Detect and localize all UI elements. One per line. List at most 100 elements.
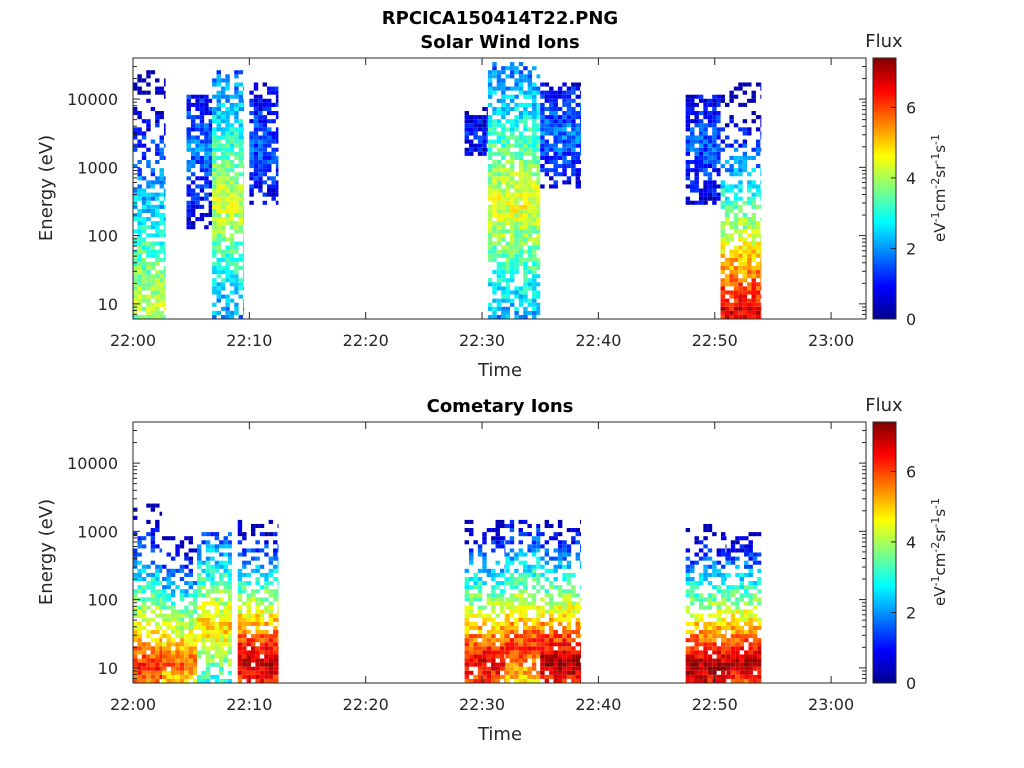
heatmap-cell bbox=[544, 650, 550, 655]
heatmap-cell bbox=[250, 532, 256, 537]
heatmap-cell bbox=[205, 617, 211, 622]
heatmap-cell bbox=[199, 184, 205, 189]
heatmap-cell bbox=[166, 621, 171, 626]
heatmap-cell bbox=[748, 674, 753, 679]
heatmap-cell bbox=[268, 617, 274, 622]
heatmap-cell bbox=[707, 564, 713, 569]
heatmap-cell bbox=[155, 143, 160, 148]
heatmap-cell bbox=[141, 654, 147, 659]
heatmap-cell bbox=[505, 172, 510, 177]
heatmap-cell bbox=[509, 221, 515, 226]
heatmap-cell bbox=[514, 585, 519, 590]
heatmap-cell bbox=[694, 123, 699, 128]
heatmap-cell bbox=[186, 225, 191, 230]
heatmap-cell bbox=[195, 115, 200, 120]
heatmap-cell bbox=[184, 642, 189, 647]
heatmap-cell bbox=[509, 192, 515, 197]
heatmap-cell bbox=[216, 298, 221, 303]
heatmap-cell bbox=[514, 212, 519, 218]
heatmap-cell bbox=[170, 617, 176, 622]
heatmap-cell bbox=[557, 151, 563, 156]
heatmap-cell bbox=[694, 164, 699, 169]
heatmap-cell bbox=[501, 78, 506, 83]
heatmap-cell bbox=[195, 176, 200, 181]
heatmap-cell bbox=[137, 286, 142, 291]
heatmap-cell bbox=[495, 666, 500, 671]
heatmap-cell bbox=[220, 257, 226, 262]
heatmap-cell bbox=[509, 621, 515, 626]
heatmap-cell bbox=[487, 188, 493, 193]
heatmap-cell bbox=[199, 212, 205, 218]
heatmap-cell bbox=[150, 212, 156, 218]
heatmap-cell bbox=[179, 629, 185, 635]
heatmap-cell bbox=[237, 605, 243, 610]
heatmap-cell bbox=[268, 646, 274, 651]
heatmap-cell bbox=[557, 605, 563, 610]
heatmap-cell bbox=[518, 237, 524, 242]
heatmap-cell bbox=[735, 617, 740, 622]
heatmap-cell bbox=[159, 314, 164, 319]
heatmap-cell bbox=[277, 613, 279, 618]
heatmap-cell bbox=[685, 646, 691, 651]
heatmap-cell bbox=[193, 617, 197, 622]
heatmap-cell bbox=[748, 552, 753, 557]
heatmap-cell bbox=[496, 253, 502, 258]
heatmap-cell bbox=[159, 564, 163, 569]
heatmap-cell bbox=[496, 106, 502, 112]
heatmap-cell bbox=[536, 634, 541, 639]
heatmap-cell bbox=[694, 94, 699, 99]
heatmap-cell bbox=[162, 642, 167, 647]
heatmap-cell bbox=[464, 617, 470, 622]
heatmap-cell bbox=[150, 650, 156, 655]
heatmap-cell bbox=[234, 302, 239, 307]
heatmap-cell bbox=[726, 658, 731, 663]
heatmap-cell bbox=[532, 94, 537, 99]
heatmap-cell bbox=[268, 658, 274, 663]
heatmap-cell bbox=[277, 564, 279, 569]
heatmap-cell bbox=[184, 674, 189, 679]
heatmap-cell bbox=[163, 78, 166, 83]
heatmap-cell bbox=[137, 168, 142, 173]
heatmap-cell bbox=[271, 131, 276, 136]
heatmap-cell bbox=[271, 139, 276, 144]
heatmap-cell bbox=[208, 204, 213, 209]
heatmap-cell bbox=[730, 613, 736, 618]
heatmap-cell bbox=[238, 192, 244, 197]
heatmap-cell bbox=[712, 597, 717, 602]
heatmap-cell bbox=[509, 237, 515, 242]
heatmap-cell bbox=[216, 217, 221, 222]
heatmap-cell bbox=[146, 658, 151, 663]
heatmap-cell bbox=[518, 78, 524, 83]
heatmap-cell bbox=[685, 629, 691, 635]
heatmap-cell bbox=[249, 164, 254, 169]
heatmap-cell bbox=[249, 102, 254, 107]
heatmap-cell bbox=[724, 306, 730, 311]
heatmap-cell bbox=[575, 159, 581, 165]
heatmap-cell bbox=[229, 278, 235, 283]
heatmap-cell bbox=[184, 646, 189, 651]
heatmap-cell bbox=[735, 642, 740, 647]
heatmap-cell bbox=[694, 597, 699, 602]
heatmap-cell bbox=[566, 617, 572, 622]
heatmap-cell bbox=[249, 172, 254, 177]
heatmap-cell bbox=[273, 658, 278, 663]
heatmap-cell bbox=[505, 184, 510, 189]
heatmap-cell bbox=[179, 597, 185, 602]
heatmap-cell bbox=[751, 294, 756, 299]
heatmap-cell bbox=[469, 650, 474, 655]
heatmap-cell bbox=[562, 155, 567, 160]
heatmap-cell bbox=[179, 642, 185, 647]
heatmap-cell bbox=[150, 282, 156, 287]
heatmap-cell bbox=[243, 86, 245, 91]
heatmap-cell bbox=[268, 556, 274, 561]
heatmap-cell bbox=[505, 310, 510, 315]
heatmap-cell bbox=[540, 638, 545, 643]
heatmap-cell bbox=[698, 638, 704, 643]
heatmap-cell bbox=[492, 270, 497, 275]
heatmap-cell bbox=[223, 540, 228, 545]
heatmap-cell bbox=[575, 155, 581, 160]
heatmap-cell bbox=[495, 536, 500, 541]
heatmap-cell bbox=[155, 270, 160, 275]
heatmap-cell bbox=[747, 217, 752, 222]
heatmap-cell bbox=[208, 131, 213, 136]
